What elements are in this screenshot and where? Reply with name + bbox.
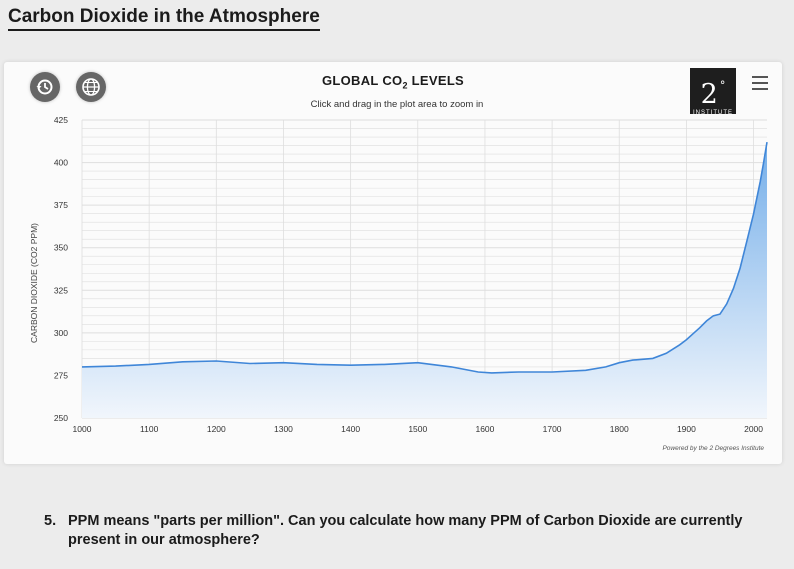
y-tick-label: 275 — [54, 370, 68, 380]
x-tick-label: 1300 — [274, 424, 293, 434]
y-tick-label: 425 — [54, 115, 68, 125]
y-tick-label: 400 — [54, 158, 68, 168]
co2-area-fill — [82, 142, 767, 418]
x-tick-label: 1600 — [475, 424, 494, 434]
y-tick-label: 375 — [54, 200, 68, 210]
credit-text: Powered by the 2 Degrees Institute — [662, 445, 764, 452]
history-icon — [36, 79, 53, 95]
x-tick-label: 2000 — [744, 424, 763, 434]
y-tick-label: 325 — [54, 285, 68, 295]
x-tick-label: 1000 — [73, 424, 92, 434]
chart-title: GLOBAL CO2 LEVELS — [321, 73, 465, 91]
co2-series-line — [81, 141, 768, 374]
x-tick-label: 1400 — [341, 424, 360, 434]
x-tick-label: 1500 — [408, 424, 427, 434]
x-tick-label: 1200 — [207, 424, 226, 434]
hamburger-menu-icon[interactable] — [752, 76, 768, 90]
x-tick-label: 1800 — [610, 424, 629, 434]
globe-button[interactable] — [76, 72, 106, 102]
history-button[interactable] — [30, 72, 60, 102]
question-text: PPM means "parts per million". Can you c… — [68, 513, 743, 548]
x-tick-label: 1900 — [677, 424, 696, 434]
y-tick-label: 350 — [54, 243, 68, 253]
question-number: 5. — [44, 513, 57, 529]
chart-subtitle: Click and drag in the plot area to zoom … — [310, 99, 484, 110]
x-tick-label: 1700 — [543, 424, 562, 434]
co2-area-chart[interactable]: 250 275 300 325 350 375 400 425 1000 1100 1200 1300… — [4, 62, 782, 464]
page-title: Carbon Dioxide in the Atmosphere — [8, 6, 320, 31]
y-tick-label: 300 — [54, 328, 68, 338]
y-axis-label: CARBON DIOXIDE (CO2 PPM) — [29, 223, 39, 343]
two-degrees-logo: 2 ° INSTITUTE — [690, 68, 736, 116]
y-tick-label: 250 — [54, 413, 68, 423]
x-tick-label: 1100 — [140, 424, 159, 434]
globe-icon — [82, 78, 100, 96]
chart-panel: GLOBAL CO2 LEVELS Click and drag in the … — [4, 62, 782, 464]
